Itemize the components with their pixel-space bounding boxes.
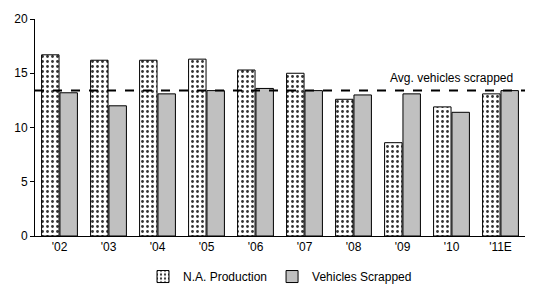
svg-text:'07: '07: [297, 240, 313, 254]
svg-text:'05: '05: [199, 240, 215, 254]
svg-text:'08: '08: [346, 240, 362, 254]
svg-text:10: 10: [14, 121, 28, 135]
svg-text:'09: '09: [395, 240, 411, 254]
svg-text:15: 15: [14, 66, 28, 80]
svg-text:Vehicles Scrapped: Vehicles Scrapped: [312, 270, 411, 284]
svg-text:'06: '06: [248, 240, 264, 254]
svg-text:Avg. vehicles scrapped: Avg. vehicles scrapped: [390, 71, 513, 85]
svg-text:20: 20: [14, 12, 28, 26]
svg-text:'03: '03: [101, 240, 117, 254]
svg-text:'04: '04: [150, 240, 166, 254]
svg-text:'10: '10: [444, 240, 460, 254]
svg-text:'11E: '11E: [489, 240, 512, 254]
svg-text:N.A. Production: N.A. Production: [183, 270, 267, 284]
svg-text:5: 5: [21, 175, 28, 189]
svg-text:'02: '02: [52, 240, 68, 254]
svg-text:0: 0: [21, 229, 28, 243]
